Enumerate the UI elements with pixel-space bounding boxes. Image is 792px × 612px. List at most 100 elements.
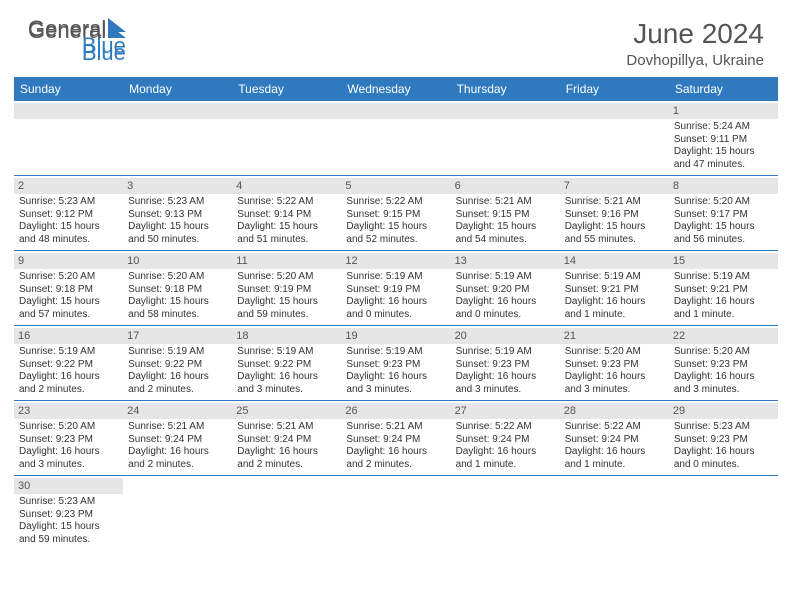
empty-day xyxy=(232,103,341,119)
day-detail: Sunrise: 5:19 AM xyxy=(674,271,773,284)
day-number: 2 xyxy=(14,178,123,194)
day-cell: 12Sunrise: 5:19 AMSunset: 9:19 PMDayligh… xyxy=(341,251,450,326)
day-detail: and 54 minutes. xyxy=(456,234,555,247)
day-cell xyxy=(123,101,232,176)
day-detail: and 56 minutes. xyxy=(674,234,773,247)
empty-day xyxy=(14,103,123,119)
day-cell xyxy=(14,101,123,176)
day-cell: 23Sunrise: 5:20 AMSunset: 9:23 PMDayligh… xyxy=(14,401,123,476)
day-detail: and 2 minutes. xyxy=(346,459,445,472)
day-detail: and 58 minutes. xyxy=(128,309,227,322)
day-cell xyxy=(232,476,341,551)
day-detail: Daylight: 16 hours xyxy=(128,371,227,384)
day-detail: Sunset: 9:13 PM xyxy=(128,209,227,222)
day-detail: Sunrise: 5:19 AM xyxy=(456,271,555,284)
empty-day xyxy=(451,103,560,119)
day-detail: Daylight: 15 hours xyxy=(19,221,118,234)
day-cell: 6Sunrise: 5:21 AMSunset: 9:15 PMDaylight… xyxy=(451,176,560,251)
day-cell: 19Sunrise: 5:19 AMSunset: 9:23 PMDayligh… xyxy=(341,326,450,401)
empty-day xyxy=(341,103,450,119)
day-detail: and 3 minutes. xyxy=(346,384,445,397)
day-detail: and 2 minutes. xyxy=(237,459,336,472)
day-detail: Sunrise: 5:19 AM xyxy=(456,346,555,359)
day-detail: and 55 minutes. xyxy=(565,234,664,247)
week-row: 2Sunrise: 5:23 AMSunset: 9:12 PMDaylight… xyxy=(14,176,778,251)
day-cell: 11Sunrise: 5:20 AMSunset: 9:19 PMDayligh… xyxy=(232,251,341,326)
day-number: 27 xyxy=(451,403,560,419)
day-cell: 5Sunrise: 5:22 AMSunset: 9:15 PMDaylight… xyxy=(341,176,450,251)
day-detail: and 2 minutes. xyxy=(19,384,118,397)
location-label: Dovhopillya, Ukraine xyxy=(626,52,764,69)
day-cell xyxy=(341,101,450,176)
day-number: 24 xyxy=(123,403,232,419)
day-number: 26 xyxy=(341,403,450,419)
day-cell: 9Sunrise: 5:20 AMSunset: 9:18 PMDaylight… xyxy=(14,251,123,326)
day-detail: Daylight: 15 hours xyxy=(237,221,336,234)
day-number: 8 xyxy=(669,178,778,194)
day-detail: Sunset: 9:14 PM xyxy=(237,209,336,222)
day-detail: Daylight: 15 hours xyxy=(456,221,555,234)
day-detail: Sunrise: 5:20 AM xyxy=(674,346,773,359)
day-detail: and 0 minutes. xyxy=(674,459,773,472)
day-detail: Sunset: 9:22 PM xyxy=(237,359,336,372)
day-number: 30 xyxy=(14,478,123,494)
day-detail: Sunset: 9:17 PM xyxy=(674,209,773,222)
day-cell: 24Sunrise: 5:21 AMSunset: 9:24 PMDayligh… xyxy=(123,401,232,476)
day-detail: and 52 minutes. xyxy=(346,234,445,247)
day-cell xyxy=(451,476,560,551)
day-detail: Sunrise: 5:23 AM xyxy=(19,496,118,509)
day-detail: Sunset: 9:24 PM xyxy=(565,434,664,447)
day-detail: and 0 minutes. xyxy=(456,309,555,322)
day-detail: and 1 minute. xyxy=(674,309,773,322)
day-detail: Daylight: 15 hours xyxy=(237,296,336,309)
day-cell xyxy=(451,101,560,176)
day-cell xyxy=(560,101,669,176)
day-cell: 26Sunrise: 5:21 AMSunset: 9:24 PMDayligh… xyxy=(341,401,450,476)
day-detail: Sunrise: 5:19 AM xyxy=(128,346,227,359)
day-detail: Sunrise: 5:24 AM xyxy=(674,121,773,134)
day-detail: Sunset: 9:23 PM xyxy=(565,359,664,372)
day-detail: Sunset: 9:15 PM xyxy=(456,209,555,222)
day-detail: and 51 minutes. xyxy=(237,234,336,247)
day-detail: Daylight: 15 hours xyxy=(674,146,773,159)
day-cell xyxy=(669,476,778,551)
day-detail: Daylight: 16 hours xyxy=(456,446,555,459)
day-detail: and 2 minutes. xyxy=(128,459,227,472)
day-number: 19 xyxy=(341,328,450,344)
day-number: 6 xyxy=(451,178,560,194)
day-detail: Sunset: 9:23 PM xyxy=(19,509,118,522)
day-detail: Sunrise: 5:23 AM xyxy=(128,196,227,209)
day-detail: Sunset: 9:20 PM xyxy=(456,284,555,297)
day-detail: Sunrise: 5:20 AM xyxy=(19,271,118,284)
day-detail: Sunrise: 5:23 AM xyxy=(19,196,118,209)
day-detail: Daylight: 16 hours xyxy=(565,371,664,384)
day-number: 22 xyxy=(669,328,778,344)
day-detail: Sunrise: 5:20 AM xyxy=(19,421,118,434)
day-detail: Daylight: 15 hours xyxy=(565,221,664,234)
day-cell: 7Sunrise: 5:21 AMSunset: 9:16 PMDaylight… xyxy=(560,176,669,251)
day-detail: and 3 minutes. xyxy=(456,384,555,397)
day-detail: and 57 minutes. xyxy=(19,309,118,322)
day-detail: Daylight: 16 hours xyxy=(346,296,445,309)
dayhead-wed: Wednesday xyxy=(341,77,450,101)
day-detail: Daylight: 16 hours xyxy=(128,446,227,459)
dayhead-thu: Thursday xyxy=(451,77,560,101)
day-cell: 17Sunrise: 5:19 AMSunset: 9:22 PMDayligh… xyxy=(123,326,232,401)
day-detail: Sunrise: 5:20 AM xyxy=(128,271,227,284)
day-detail: Sunset: 9:24 PM xyxy=(128,434,227,447)
day-detail: Sunrise: 5:19 AM xyxy=(237,346,336,359)
day-number: 25 xyxy=(232,403,341,419)
week-row: 1Sunrise: 5:24 AMSunset: 9:11 PMDaylight… xyxy=(14,101,778,176)
day-number: 29 xyxy=(669,403,778,419)
day-detail: Sunset: 9:22 PM xyxy=(128,359,227,372)
day-detail: Daylight: 15 hours xyxy=(19,521,118,534)
day-detail: and 59 minutes. xyxy=(237,309,336,322)
dayhead-fri: Friday xyxy=(560,77,669,101)
day-detail: and 0 minutes. xyxy=(346,309,445,322)
week-row: 9Sunrise: 5:20 AMSunset: 9:18 PMDaylight… xyxy=(14,251,778,326)
day-number: 12 xyxy=(341,253,450,269)
day-cell: 25Sunrise: 5:21 AMSunset: 9:24 PMDayligh… xyxy=(232,401,341,476)
day-detail: Sunrise: 5:21 AM xyxy=(346,421,445,434)
day-detail: Daylight: 16 hours xyxy=(237,446,336,459)
day-number: 14 xyxy=(560,253,669,269)
